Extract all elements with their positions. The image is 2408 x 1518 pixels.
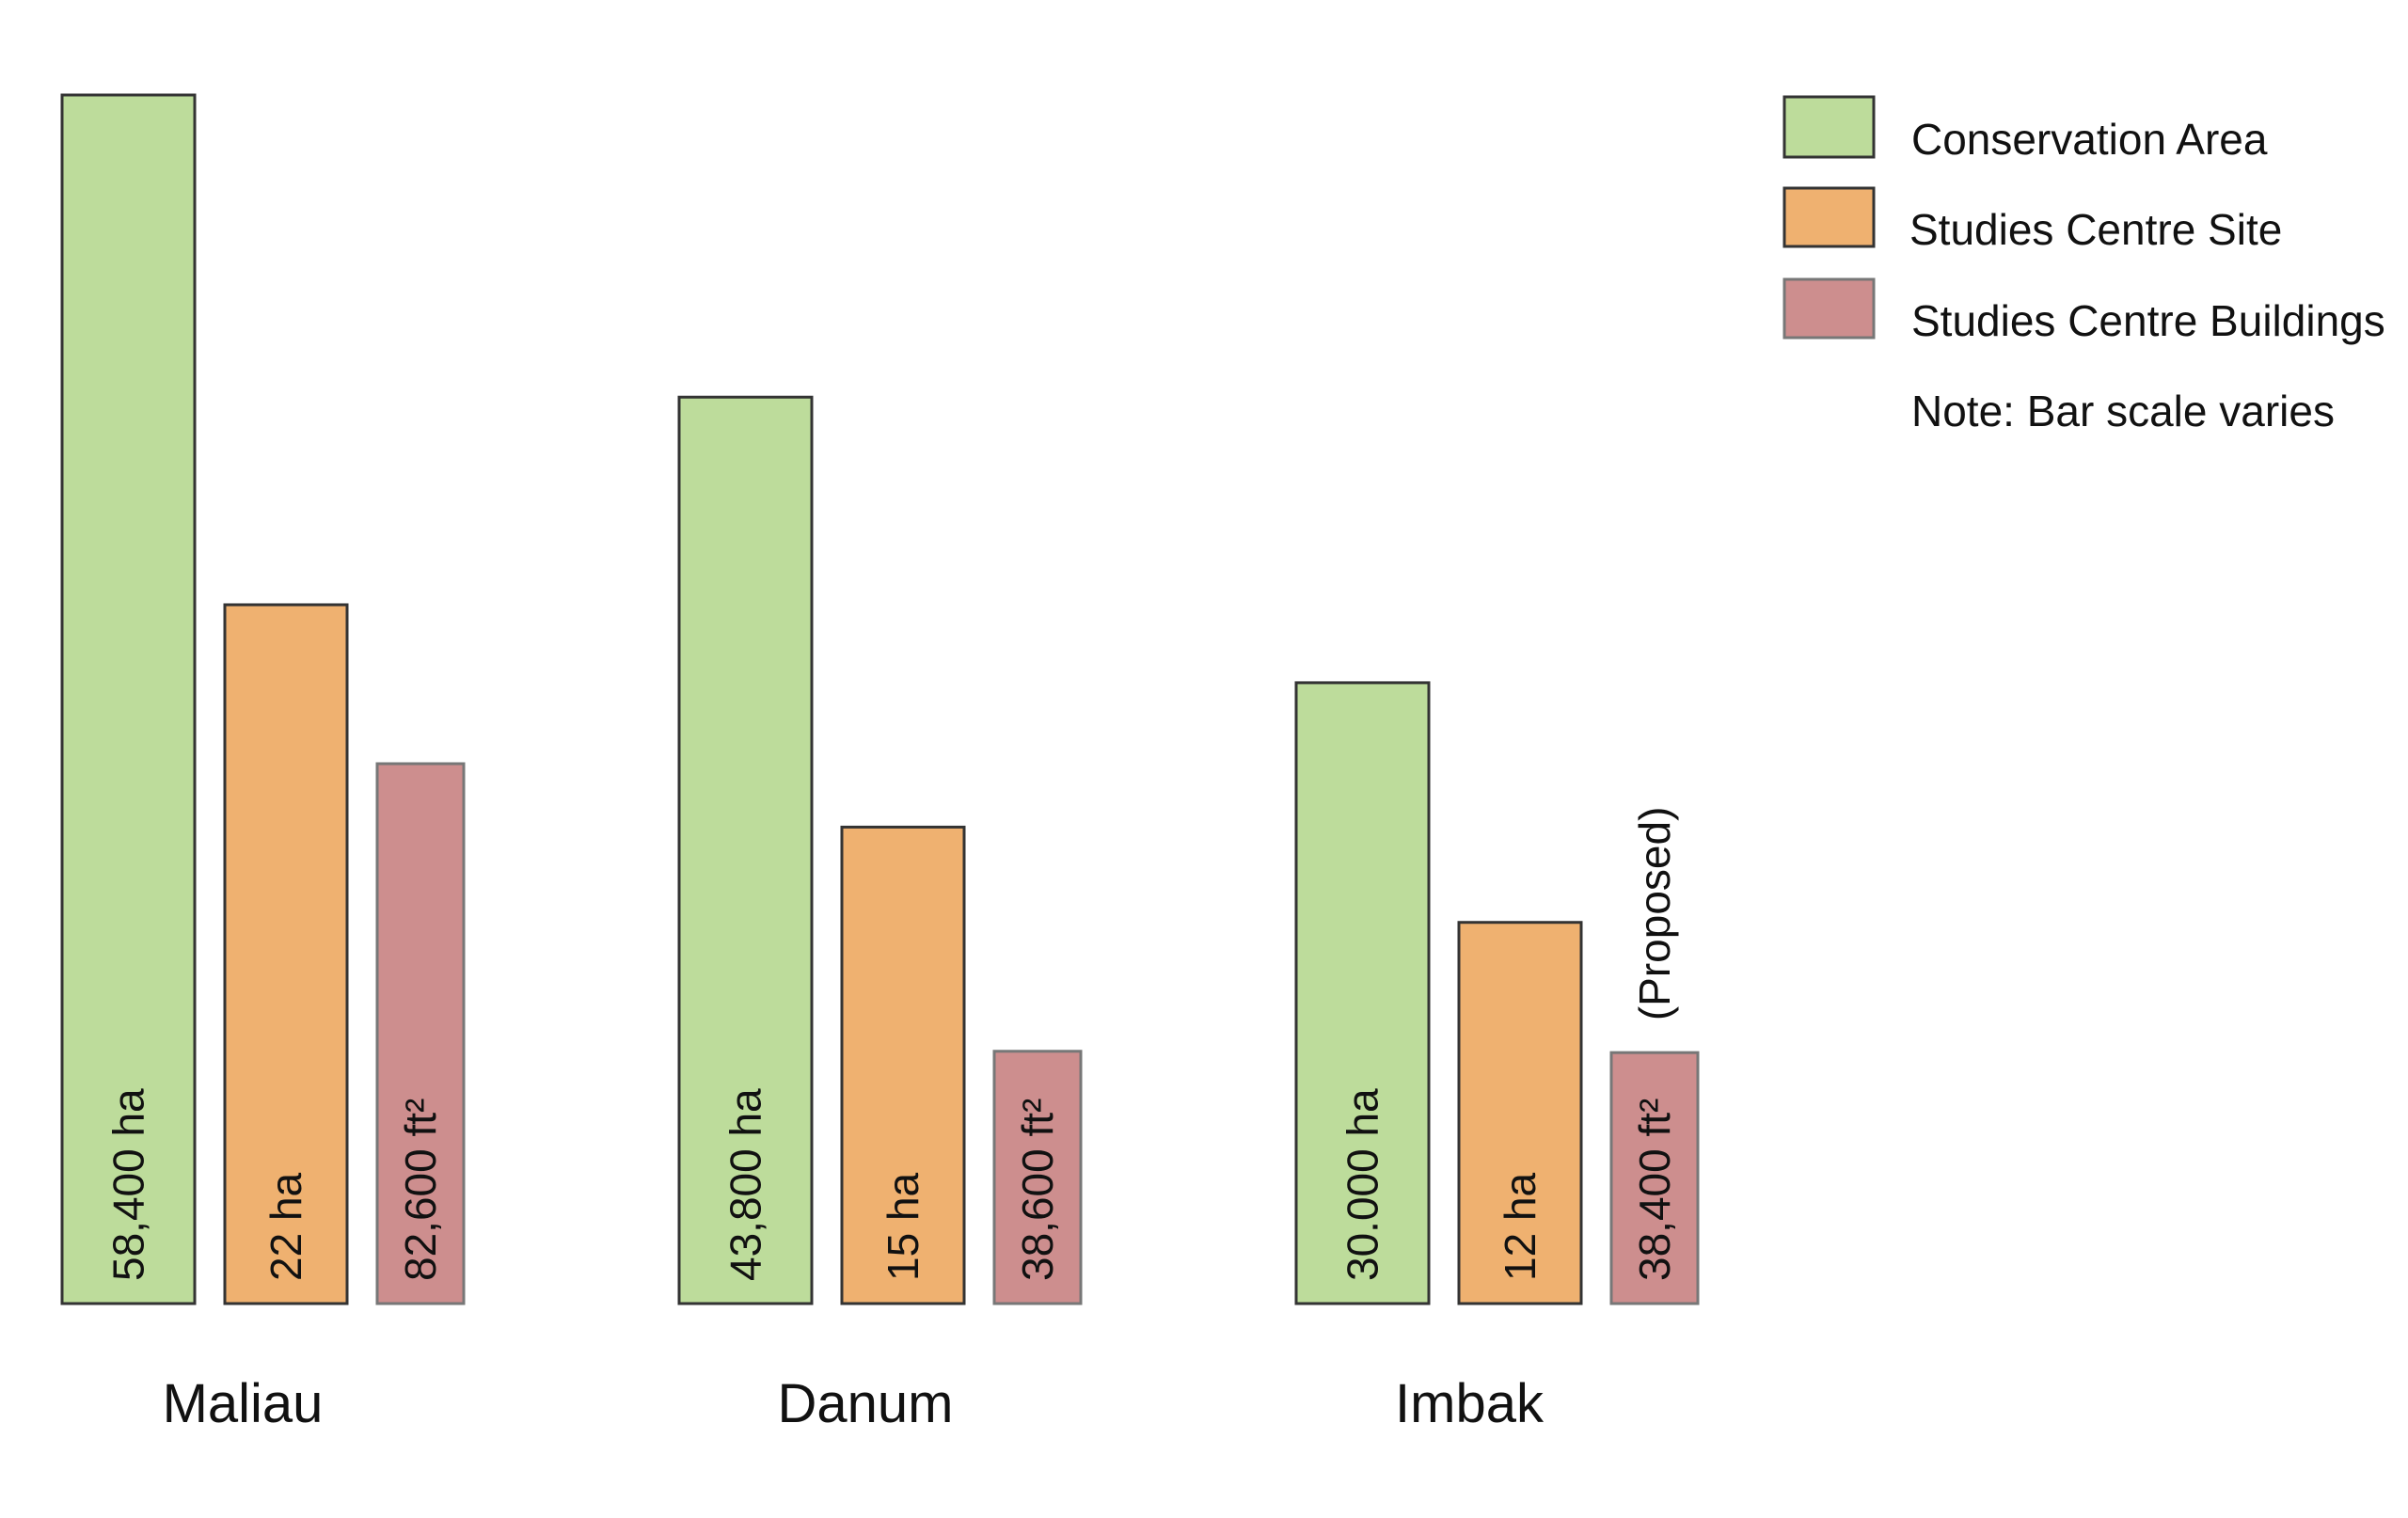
legend-swatch-studies-centre-site xyxy=(1782,186,1876,248)
legend-swatch-studies-centre-buildings xyxy=(1782,277,1876,340)
bar-label-maliau-studies-centre-buildings: 82,600 ft² xyxy=(396,1099,445,1281)
bar-label-imbak-conservation-area: 30.000 ha xyxy=(1339,1088,1387,1281)
bar-danum-studies-centre-buildings xyxy=(992,1050,1083,1305)
bar-label-danum-studies-centre-site: 15 ha xyxy=(879,1172,927,1281)
bar-danum-studies-centre-site xyxy=(840,825,966,1305)
legend: Conservation Area Studies Centre Site St… xyxy=(1782,95,2385,435)
bar-imbak-conservation-area xyxy=(1294,681,1431,1305)
legend-swatch-conservation-area xyxy=(1782,95,1876,159)
group-labels-layer: Maliau Danum Imbak xyxy=(163,1373,1545,1434)
bar-label-maliau-studies-centre-site: 22 ha xyxy=(261,1172,310,1281)
category-label-danum: Danum xyxy=(778,1373,954,1434)
bar-maliau-studies-centre-buildings xyxy=(375,762,466,1305)
annotations-layer: (Proposed) xyxy=(1630,807,1679,1021)
bar-label-maliau-conservation-area: 58,400 ha xyxy=(104,1088,153,1281)
bar-danum-conservation-area xyxy=(677,395,814,1305)
bar-imbak-studies-centre-site xyxy=(1457,921,1583,1305)
bar-label-imbak-studies-centre-site: 12 ha xyxy=(1496,1172,1545,1281)
bar-imbak-studies-centre-buildings xyxy=(1609,1051,1700,1305)
bars-layer xyxy=(60,93,1700,1305)
legend-label-studies-centre-site: Studies Centre Site xyxy=(1909,205,2282,254)
legend-label-studies-centre-buildings: Studies Centre Buildings xyxy=(1911,296,2385,345)
category-label-imbak: Imbak xyxy=(1395,1373,1545,1434)
bar-label-danum-conservation-area: 43,800 ha xyxy=(721,1088,770,1281)
bar-label-imbak-studies-centre-buildings: 38,400 ft² xyxy=(1630,1099,1679,1281)
bar-label-danum-studies-centre-buildings: 38,600 ft² xyxy=(1013,1099,1062,1281)
annotation-proposed: (Proposed) xyxy=(1630,807,1679,1021)
category-label-maliau: Maliau xyxy=(163,1373,324,1434)
legend-label-conservation-area: Conservation Area xyxy=(1911,115,2268,164)
bar-maliau-studies-centre-site xyxy=(223,603,349,1305)
legend-note: Note: Bar scale varies xyxy=(1911,387,2335,435)
bar-maliau-conservation-area xyxy=(60,93,197,1305)
bar-labels-layer: 58,400 ha 43,800 ha 30.000 ha 22 ha 15 ha 12 … xyxy=(104,1088,1680,1281)
